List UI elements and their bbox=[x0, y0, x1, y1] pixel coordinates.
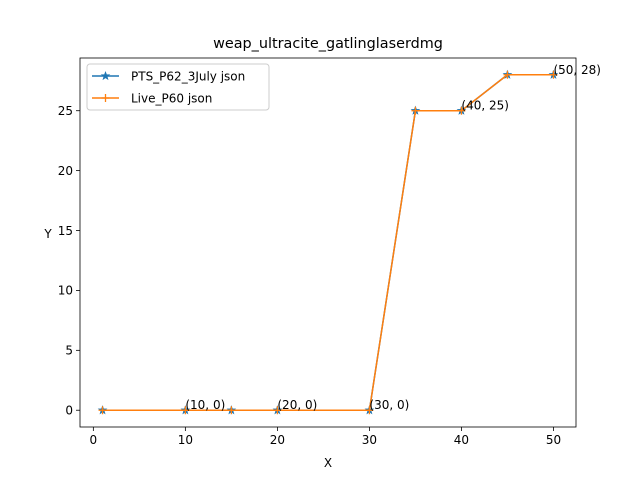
x-tick-label: 50 bbox=[546, 433, 561, 447]
point-annotation: (10, 0) bbox=[185, 398, 225, 412]
series-2-point bbox=[503, 70, 512, 79]
legend-marker-2 bbox=[101, 94, 110, 102]
chart-title: weap_ultracite_gatlinglaserdmg bbox=[213, 36, 443, 52]
x-tick-label: 40 bbox=[454, 433, 469, 447]
series-2-point bbox=[181, 406, 190, 415]
y-tick-label: 25 bbox=[58, 104, 73, 118]
x-axis-label: X bbox=[324, 456, 332, 470]
point-annotation: (20, 0) bbox=[277, 398, 317, 412]
series-2-point bbox=[273, 406, 282, 415]
y-tick-label: 20 bbox=[58, 164, 73, 178]
x-tick-label: 30 bbox=[362, 433, 377, 447]
y-tick-label: 10 bbox=[58, 284, 73, 298]
point-annotation: (30, 0) bbox=[369, 398, 409, 412]
series-2-point bbox=[227, 406, 236, 415]
series-2-point bbox=[98, 406, 107, 415]
legend-box bbox=[86, 63, 270, 111]
axes-frame bbox=[79, 57, 577, 428]
series-2-point bbox=[411, 106, 420, 115]
legend-label-1: PTS_P62_3July json bbox=[131, 69, 245, 83]
series-2-point bbox=[365, 406, 374, 415]
y-tick-label: 5 bbox=[65, 344, 73, 358]
series-2-point bbox=[457, 106, 466, 115]
legend-marker-1 bbox=[100, 70, 111, 81]
plot-area: 0 10 20 30 40 50 0 5 10 15 20 25 (10, 0) (20, 0) (30, … bbox=[58, 57, 601, 447]
y-tick-label: 0 bbox=[65, 404, 73, 418]
legend-label-2: Live_P60 json bbox=[131, 91, 212, 105]
point-annotation: (40, 25) bbox=[461, 99, 509, 113]
y-tick-label: 15 bbox=[58, 224, 73, 238]
x-tick-label: 10 bbox=[178, 433, 193, 447]
x-tick-label: 20 bbox=[270, 433, 285, 447]
x-tick-label: 0 bbox=[90, 433, 98, 447]
legend: PTS_P62_3July json Live_P60 json bbox=[86, 63, 270, 111]
y-axis-label: Y bbox=[43, 227, 52, 241]
point-annotation: (50, 28) bbox=[553, 63, 601, 77]
series-2-point bbox=[549, 70, 558, 79]
